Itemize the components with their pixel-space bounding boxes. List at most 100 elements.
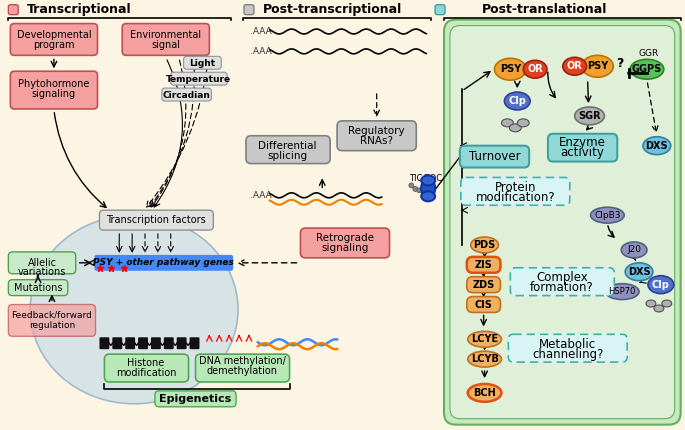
Text: RNAs?: RNAs? bbox=[360, 136, 393, 146]
Ellipse shape bbox=[468, 332, 501, 347]
Text: Differential: Differential bbox=[258, 141, 317, 150]
Text: ?: ? bbox=[616, 57, 624, 70]
Text: Regulatory: Regulatory bbox=[349, 126, 405, 136]
Ellipse shape bbox=[421, 191, 435, 201]
Text: TIC-TOC: TIC-TOC bbox=[410, 174, 443, 183]
Text: Allelic: Allelic bbox=[27, 258, 57, 268]
FancyBboxPatch shape bbox=[112, 337, 122, 349]
Text: ZDS: ZDS bbox=[473, 280, 495, 290]
Text: BCH: BCH bbox=[473, 388, 496, 398]
FancyBboxPatch shape bbox=[8, 252, 76, 274]
FancyBboxPatch shape bbox=[99, 210, 213, 230]
Text: splicing: splicing bbox=[268, 150, 308, 161]
Text: GGPS: GGPS bbox=[632, 64, 662, 74]
Text: Post-transcriptional: Post-transcriptional bbox=[262, 3, 402, 16]
Text: signal: signal bbox=[151, 40, 180, 50]
Circle shape bbox=[425, 183, 429, 187]
FancyBboxPatch shape bbox=[177, 337, 186, 349]
Text: SGR: SGR bbox=[578, 111, 601, 121]
FancyBboxPatch shape bbox=[8, 280, 68, 295]
Text: DNA methylation/: DNA methylation/ bbox=[199, 356, 286, 366]
FancyBboxPatch shape bbox=[184, 56, 221, 69]
FancyBboxPatch shape bbox=[466, 297, 501, 313]
Text: LCYE: LCYE bbox=[471, 334, 498, 344]
FancyBboxPatch shape bbox=[151, 337, 161, 349]
Text: GGR: GGR bbox=[639, 49, 659, 58]
Text: Metabolic: Metabolic bbox=[539, 338, 597, 351]
FancyBboxPatch shape bbox=[10, 71, 97, 109]
Text: .AAA: .AAA bbox=[250, 47, 272, 56]
FancyBboxPatch shape bbox=[8, 304, 95, 336]
Ellipse shape bbox=[30, 215, 238, 404]
Circle shape bbox=[416, 188, 422, 193]
Circle shape bbox=[429, 179, 434, 184]
Text: PDS: PDS bbox=[473, 240, 496, 250]
FancyBboxPatch shape bbox=[450, 25, 675, 419]
Text: PSY: PSY bbox=[587, 61, 608, 71]
Text: program: program bbox=[33, 40, 75, 50]
FancyBboxPatch shape bbox=[8, 5, 18, 15]
Text: signaling: signaling bbox=[321, 243, 369, 253]
FancyBboxPatch shape bbox=[435, 5, 445, 15]
FancyBboxPatch shape bbox=[164, 337, 174, 349]
Text: Circadian: Circadian bbox=[162, 91, 210, 100]
Text: HSP70: HSP70 bbox=[608, 287, 636, 296]
FancyBboxPatch shape bbox=[508, 334, 627, 362]
FancyBboxPatch shape bbox=[337, 121, 416, 150]
Ellipse shape bbox=[646, 300, 656, 307]
Ellipse shape bbox=[563, 57, 586, 75]
Text: DXS: DXS bbox=[645, 141, 668, 150]
FancyBboxPatch shape bbox=[122, 24, 210, 55]
FancyBboxPatch shape bbox=[125, 337, 135, 349]
Ellipse shape bbox=[582, 55, 613, 77]
FancyBboxPatch shape bbox=[10, 24, 97, 55]
FancyBboxPatch shape bbox=[190, 337, 199, 349]
Ellipse shape bbox=[421, 175, 435, 185]
Circle shape bbox=[627, 71, 631, 75]
Text: Complex: Complex bbox=[536, 271, 588, 284]
Text: Temperature: Temperature bbox=[166, 75, 231, 84]
Text: Clp: Clp bbox=[652, 280, 670, 290]
FancyBboxPatch shape bbox=[138, 337, 148, 349]
Text: modification?: modification? bbox=[475, 191, 555, 204]
Ellipse shape bbox=[625, 263, 653, 281]
FancyBboxPatch shape bbox=[162, 88, 212, 101]
Ellipse shape bbox=[510, 124, 521, 132]
Ellipse shape bbox=[468, 384, 501, 402]
FancyBboxPatch shape bbox=[99, 337, 110, 349]
Ellipse shape bbox=[495, 58, 526, 80]
Ellipse shape bbox=[621, 242, 647, 258]
Text: J20: J20 bbox=[627, 246, 641, 255]
Text: Light: Light bbox=[189, 59, 216, 68]
Ellipse shape bbox=[421, 178, 435, 199]
Text: activity: activity bbox=[561, 146, 605, 159]
Text: DXS: DXS bbox=[627, 267, 650, 277]
Ellipse shape bbox=[523, 60, 547, 78]
Text: regulation: regulation bbox=[29, 321, 75, 330]
Circle shape bbox=[413, 187, 418, 191]
Text: Clp: Clp bbox=[508, 96, 526, 106]
Text: demethylation: demethylation bbox=[207, 366, 277, 376]
Ellipse shape bbox=[471, 237, 499, 253]
Text: .AAA: .AAA bbox=[250, 191, 272, 200]
Ellipse shape bbox=[643, 137, 671, 155]
Text: Retrograde: Retrograde bbox=[316, 233, 374, 243]
FancyBboxPatch shape bbox=[466, 277, 501, 292]
Text: OR: OR bbox=[566, 61, 582, 71]
Text: Turnover: Turnover bbox=[469, 150, 521, 163]
Text: .AAA: .AAA bbox=[250, 27, 272, 36]
Text: formation?: formation? bbox=[530, 281, 594, 294]
Text: modification: modification bbox=[116, 368, 176, 378]
Text: PSY: PSY bbox=[500, 64, 521, 74]
FancyBboxPatch shape bbox=[95, 255, 233, 271]
FancyBboxPatch shape bbox=[155, 391, 236, 407]
FancyBboxPatch shape bbox=[195, 354, 290, 382]
Ellipse shape bbox=[662, 300, 672, 307]
Text: Phytohormone: Phytohormone bbox=[18, 79, 90, 89]
FancyBboxPatch shape bbox=[466, 257, 501, 273]
Circle shape bbox=[421, 186, 425, 191]
Text: variations: variations bbox=[18, 267, 66, 277]
Text: Transcription factors: Transcription factors bbox=[106, 215, 206, 225]
Text: Environmental: Environmental bbox=[130, 31, 201, 40]
FancyBboxPatch shape bbox=[104, 354, 188, 382]
